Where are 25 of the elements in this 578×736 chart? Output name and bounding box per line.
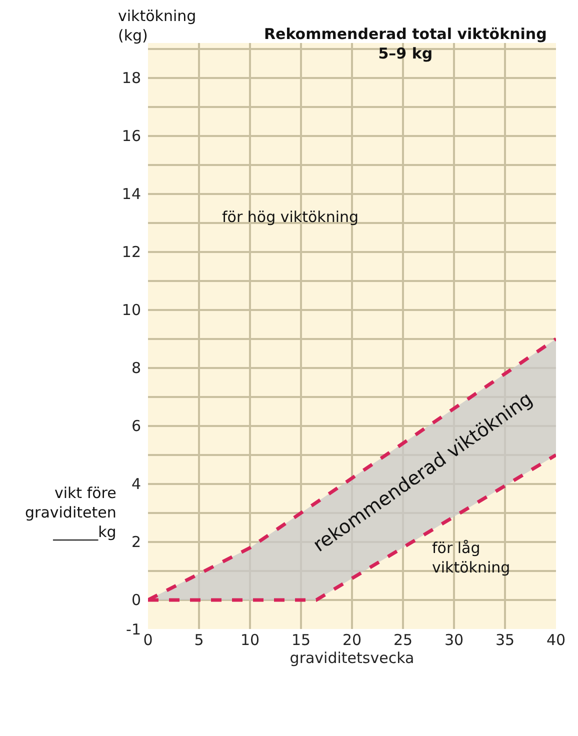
chart-title: Rekommenderad total viktökning 5–9 kg	[264, 25, 547, 62]
x-tick-label: 40	[546, 631, 566, 649]
x-tick-label: 20	[342, 631, 362, 649]
text: vikt före graviditeten ______kg	[25, 484, 116, 541]
y-tick-label: 18	[122, 69, 141, 88]
y-tick-label: 6	[131, 417, 141, 436]
x-tick-label: 25	[393, 631, 413, 649]
x-tick-label: 15	[291, 631, 311, 649]
y-tick-label: 10	[122, 301, 141, 320]
x-tick-label: 35	[495, 631, 515, 649]
y-tick-label: 12	[122, 243, 141, 262]
x-tick-label: 30	[444, 631, 464, 649]
x-tick-label: 5	[194, 631, 204, 649]
y-axis-title: viktökning (kg)	[118, 7, 196, 44]
y-tick-label: 16	[122, 127, 141, 146]
y-tick-label: -1	[126, 620, 141, 638]
x-tick-label: 0	[143, 631, 153, 649]
y-tick-label: 14	[122, 185, 141, 204]
x-axis-title: graviditetsvecka	[290, 649, 414, 667]
y-tick-label: 8	[131, 359, 141, 378]
y-tick-label: 4	[131, 475, 141, 494]
y-tick-label: 2	[131, 533, 141, 552]
x-tick-label: 10	[240, 631, 260, 649]
annotation: för hög viktökning	[222, 208, 359, 226]
y-tick-label: 0	[131, 591, 141, 610]
